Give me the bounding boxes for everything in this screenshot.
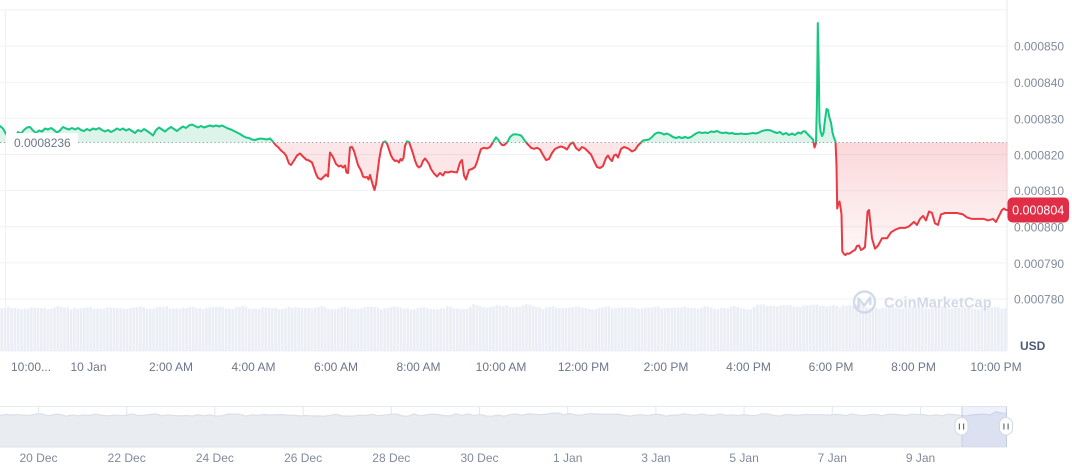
- svg-text:0.000810: 0.000810: [1014, 184, 1064, 198]
- svg-text:22 Dec: 22 Dec: [108, 451, 146, 465]
- svg-text:20 Dec: 20 Dec: [19, 451, 57, 465]
- svg-text:10:00 PM: 10:00 PM: [970, 360, 1021, 374]
- svg-text:CoinMarketCap: CoinMarketCap: [884, 296, 992, 312]
- svg-text:24 Dec: 24 Dec: [196, 451, 234, 465]
- svg-text:10 Jan: 10 Jan: [70, 360, 106, 374]
- svg-text:30 Dec: 30 Dec: [460, 451, 498, 465]
- svg-text:0.000800: 0.000800: [1014, 220, 1064, 234]
- svg-text:9 Jan: 9 Jan: [906, 451, 935, 465]
- svg-text:3 Jan: 3 Jan: [641, 451, 670, 465]
- svg-text:0.000820: 0.000820: [1014, 148, 1064, 162]
- svg-text:7 Jan: 7 Jan: [818, 451, 847, 465]
- svg-text:0.000790: 0.000790: [1014, 257, 1064, 271]
- svg-text:5 Jan: 5 Jan: [729, 451, 758, 465]
- svg-text:8:00 AM: 8:00 AM: [396, 360, 440, 374]
- svg-text:0.000840: 0.000840: [1014, 76, 1064, 90]
- svg-text:6:00 AM: 6:00 AM: [314, 360, 358, 374]
- svg-text:0.000850: 0.000850: [1014, 39, 1064, 53]
- svg-text:USD: USD: [1020, 339, 1046, 353]
- svg-text:8:00 PM: 8:00 PM: [891, 360, 936, 374]
- svg-text:6:00 PM: 6:00 PM: [809, 360, 854, 374]
- svg-text:28 Dec: 28 Dec: [372, 451, 410, 465]
- svg-text:2:00 PM: 2:00 PM: [644, 360, 689, 374]
- svg-text:10:00...: 10:00...: [11, 360, 51, 374]
- svg-text:2:00 AM: 2:00 AM: [149, 360, 193, 374]
- svg-text:26 Dec: 26 Dec: [284, 451, 322, 465]
- svg-text:0.000780: 0.000780: [1014, 292, 1064, 306]
- svg-text:0.000830: 0.000830: [1014, 112, 1064, 126]
- svg-text:4:00 AM: 4:00 AM: [231, 360, 275, 374]
- svg-text:4:00 PM: 4:00 PM: [726, 360, 771, 374]
- svg-text:0.0008236: 0.0008236: [14, 136, 71, 150]
- svg-text:0.000804: 0.000804: [1012, 203, 1064, 217]
- svg-text:1 Jan: 1 Jan: [553, 451, 582, 465]
- svg-text:10:00 AM: 10:00 AM: [476, 360, 527, 374]
- svg-text:12:00 PM: 12:00 PM: [558, 360, 609, 374]
